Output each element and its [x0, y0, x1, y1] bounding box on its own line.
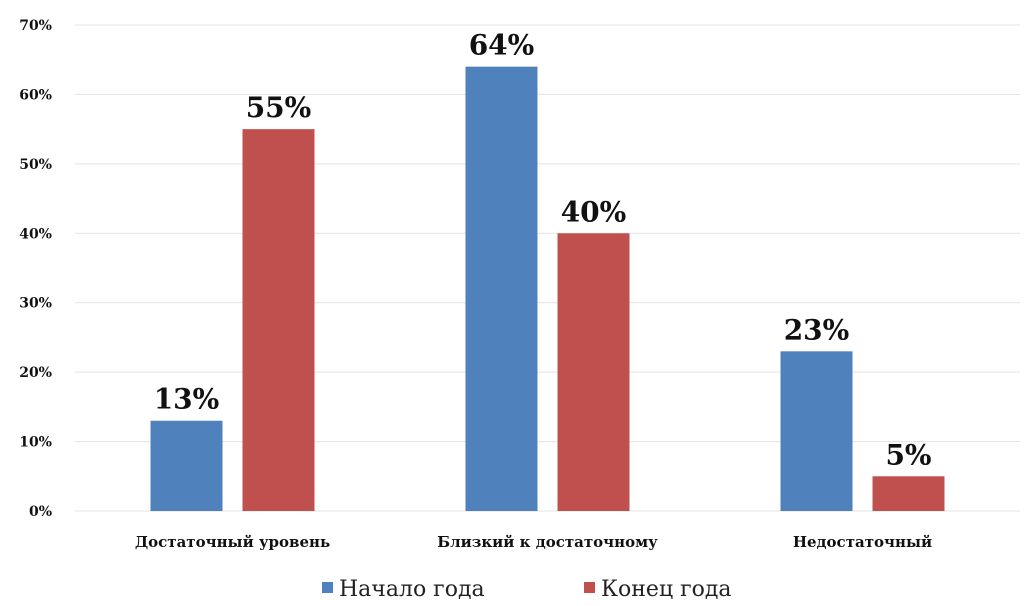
y-tick-label: 60%: [19, 87, 52, 103]
data-labels: 13% 55% 64% 40% 23% 5%: [154, 29, 932, 472]
legend-label: Начало года: [339, 577, 485, 602]
legend-label: Конец года: [601, 577, 732, 602]
gridlines: [75, 24, 1020, 512]
bar: [150, 420, 223, 511]
y-tick-label: 40%: [19, 226, 52, 242]
x-category-label: Недостаточный: [793, 533, 932, 551]
data-label: 23%: [784, 313, 850, 346]
y-tick-label: 50%: [19, 157, 52, 173]
y-tick-label: 30%: [19, 296, 52, 312]
legend-swatch: [322, 582, 333, 593]
x-category-label: Достаточный уровень: [135, 533, 330, 551]
legend: Начало года Конец года: [322, 577, 732, 602]
legend-swatch: [584, 582, 595, 593]
y-axis-ticks: 0% 10% 20% 30% 40% 50% 60% 70%: [19, 18, 52, 520]
bar: [242, 129, 315, 511]
data-label: 64%: [469, 29, 535, 62]
y-tick-label: 10%: [19, 435, 52, 451]
y-tick-label: 20%: [19, 365, 52, 381]
x-axis-category-labels: Достаточный уровень Близкий к достаточном…: [135, 533, 932, 551]
bar: [872, 476, 945, 511]
data-label: 40%: [561, 195, 627, 228]
y-tick-label: 70%: [19, 18, 52, 34]
x-category-label: Близкий к достаточному: [437, 533, 658, 551]
bar: [465, 66, 538, 512]
y-tick-label: 0%: [29, 504, 52, 520]
data-label: 55%: [246, 91, 312, 124]
data-label: 13%: [154, 383, 220, 416]
bar: [557, 233, 630, 512]
bar: [780, 351, 853, 511]
bars: [150, 66, 945, 512]
data-label: 5%: [885, 438, 931, 471]
